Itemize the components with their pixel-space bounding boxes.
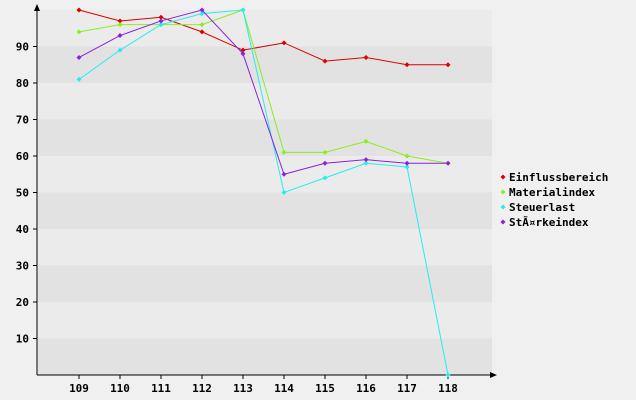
grid-band-10 (38, 302, 492, 339)
grid-band-70 (38, 83, 492, 120)
legend-marker (500, 219, 506, 225)
data-point (240, 7, 246, 13)
x-tick-label: 118 (438, 382, 458, 395)
data-point (281, 149, 287, 155)
y-tick-label: 70 (16, 114, 29, 127)
grid-band-30 (38, 229, 492, 266)
data-point (199, 29, 205, 35)
data-point (240, 51, 246, 57)
y-tick-label: 20 (16, 296, 29, 309)
data-point (363, 160, 369, 166)
data-point (322, 160, 328, 166)
data-point (322, 175, 328, 181)
data-point (76, 7, 82, 13)
grid-band-60 (38, 119, 492, 156)
series-line (78, 9, 448, 175)
legend-item: Steuerlast (500, 201, 575, 214)
legend-marker (500, 204, 506, 210)
data-point (445, 160, 451, 166)
data-point (445, 372, 451, 378)
series-line (78, 9, 448, 66)
legend-item: Materialindex (500, 186, 595, 199)
legend-label: Einflussbereich (509, 171, 608, 184)
series-2 (76, 7, 451, 378)
data-point (404, 62, 410, 68)
legend-marker (500, 174, 506, 180)
y-tick-label: 90 (16, 41, 29, 54)
series-line (78, 9, 449, 164)
y-tick-label: 40 (16, 223, 29, 236)
legend-item: StÃ¤rkeindex (500, 216, 589, 229)
grid-band-40 (38, 192, 492, 229)
y-axis-arrow (34, 4, 40, 11)
data-point (322, 58, 328, 64)
data-point (404, 164, 410, 170)
data-point (404, 160, 410, 166)
x-axis-arrow (490, 372, 497, 378)
series-group (76, 7, 451, 378)
grid-band-50 (38, 156, 492, 193)
grid-band-20 (38, 265, 492, 302)
legend-marker (500, 189, 506, 195)
data-point (281, 190, 287, 195)
legend-label: Steuerlast (509, 201, 575, 214)
data-point (158, 14, 164, 20)
legend: Einflussbereich Materialindex Steuerlast St… (500, 171, 608, 229)
data-point (281, 40, 287, 46)
legend-item: Einflussbereich (500, 171, 608, 184)
data-point (117, 18, 123, 24)
y-tick-label: 10 (16, 333, 29, 346)
data-point (76, 76, 82, 82)
axes (34, 4, 497, 378)
data-point (199, 22, 205, 28)
data-point (322, 149, 328, 155)
series-3 (76, 7, 451, 177)
data-point (363, 157, 369, 163)
data-point (117, 47, 123, 53)
data-point (240, 47, 246, 53)
x-tick-label: 117 (397, 382, 417, 395)
x-tick-label: 110 (110, 382, 130, 395)
grid-band-0 (38, 338, 492, 375)
data-point (158, 18, 164, 24)
data-point (363, 54, 369, 60)
x-tick-label: 114 (274, 382, 294, 395)
grid-bands (38, 10, 492, 375)
x-tick-label: 111 (151, 382, 171, 395)
x-tick-label: 109 (69, 382, 89, 395)
x-tick-label: 116 (356, 382, 376, 395)
series-0 (76, 7, 451, 68)
x-tick-label: 113 (233, 382, 253, 395)
data-point (363, 138, 369, 144)
data-point (117, 22, 123, 28)
y-tick-label: 60 (16, 150, 29, 163)
legend-label: Materialindex (509, 186, 595, 199)
legend-label: StÃ¤rkeindex (509, 216, 589, 229)
y-ticks: 10 20 30 40 50 60 70 80 90 (16, 41, 37, 346)
data-point (158, 22, 164, 28)
x-tick-label: 112 (192, 382, 212, 395)
data-point (117, 33, 123, 39)
data-point (76, 29, 82, 35)
data-point (404, 153, 410, 159)
y-tick-label: 30 (16, 260, 29, 273)
grid-band-90 (38, 10, 492, 47)
y-tick-label: 80 (16, 77, 29, 90)
series-line (78, 9, 449, 376)
x-tick-label: 115 (315, 382, 335, 395)
data-point (76, 54, 82, 60)
x-ticks: 109 110 111 112 113 114 115 116 117 118 (69, 375, 458, 395)
data-point (199, 11, 205, 17)
y-tick-label: 50 (16, 187, 29, 200)
data-point (445, 62, 451, 68)
data-point (199, 7, 205, 13)
data-point (281, 171, 287, 177)
